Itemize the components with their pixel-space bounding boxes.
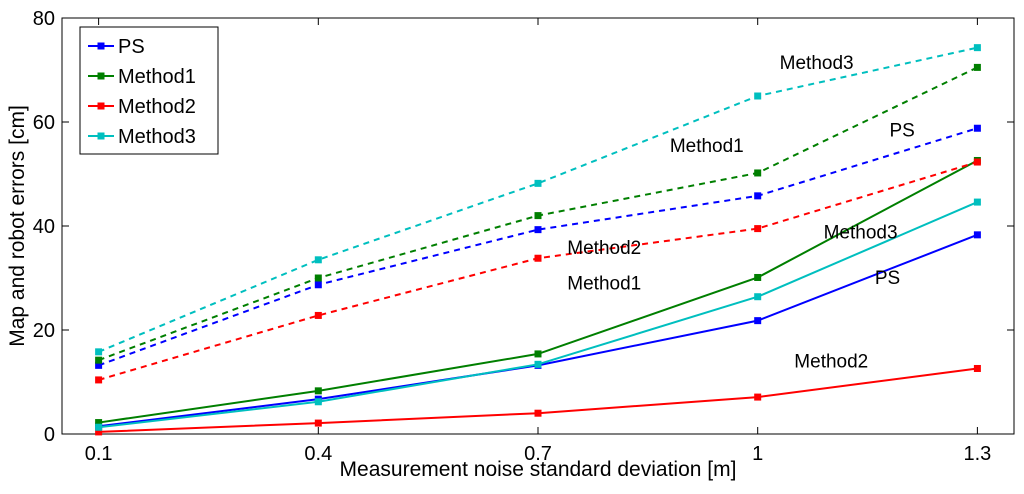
data-point — [973, 231, 981, 239]
x-tick-label: 0.1 — [85, 443, 113, 465]
legend-label: PS — [118, 36, 145, 58]
data-point — [754, 169, 762, 177]
data-point — [314, 387, 322, 395]
annotation-label: PS — [890, 121, 915, 142]
y-axis-label: Map and robot errors [cm] — [6, 105, 29, 347]
data-point — [754, 192, 762, 200]
data-point — [314, 256, 322, 264]
data-point — [973, 158, 981, 166]
data-point — [95, 348, 103, 356]
legend-item: Method2 — [88, 96, 196, 118]
series-ps-dashed — [95, 124, 981, 369]
data-point — [754, 92, 762, 100]
series-method3-solid — [95, 198, 981, 431]
data-point — [534, 254, 542, 262]
data-point — [314, 274, 322, 282]
legend-item: Method1 — [88, 66, 196, 88]
legend-label: Method1 — [118, 66, 196, 88]
annotation-label: Method2 — [567, 238, 641, 259]
legend-label: Method3 — [118, 126, 196, 148]
data-point — [95, 428, 103, 436]
annotation-label: Method1 — [567, 273, 641, 294]
data-point — [95, 361, 103, 369]
data-point — [95, 356, 103, 364]
data-point — [534, 212, 542, 220]
annotation-label: PS — [875, 268, 900, 289]
data-point — [314, 281, 322, 289]
legend-marker — [97, 132, 105, 140]
legend-marker — [97, 102, 105, 110]
y-tick-label: 40 — [33, 216, 55, 238]
data-point — [314, 398, 322, 406]
annotation-label: Method3 — [780, 53, 854, 74]
data-point — [95, 376, 103, 384]
legend-marker — [97, 42, 105, 50]
annotation-label: Method3 — [824, 222, 898, 243]
series-method3-dashed — [95, 44, 981, 356]
data-point — [95, 423, 103, 431]
series-line-method3-dashed — [98, 46, 978, 353]
legend-item: Method3 — [88, 126, 196, 148]
data-point — [973, 44, 981, 52]
series-line-ps-dashed — [98, 127, 978, 367]
annotation-label: Method1 — [670, 136, 744, 157]
x-tick-label: 1 — [752, 443, 763, 465]
data-point — [314, 311, 322, 319]
data-point — [95, 419, 103, 427]
y-tick-label: 20 — [33, 320, 55, 342]
x-tick-label: 0.7 — [524, 443, 552, 465]
series-method1-dashed — [95, 63, 981, 364]
y-tick-label: 60 — [33, 112, 55, 134]
data-point — [314, 419, 322, 427]
series-method2-solid — [95, 364, 981, 436]
data-point — [973, 63, 981, 71]
data-point — [973, 198, 981, 206]
data-point — [534, 226, 542, 234]
y-tick-label: 0 — [44, 424, 55, 446]
data-point — [754, 225, 762, 233]
x-tick-label: 1.3 — [963, 443, 991, 465]
x-tick-label: 0.4 — [304, 443, 332, 465]
data-point — [754, 273, 762, 281]
legend-marker — [97, 72, 105, 80]
annotation-label: Method2 — [794, 351, 868, 372]
data-point — [754, 393, 762, 401]
data-point — [534, 350, 542, 358]
data-point — [973, 364, 981, 372]
data-point — [534, 409, 542, 417]
data-point — [754, 293, 762, 301]
legend-item: PS — [88, 36, 145, 58]
data-point — [534, 179, 542, 187]
data-point — [754, 317, 762, 325]
x-axis-label: Measurement noise standard deviation [m] — [340, 458, 737, 481]
data-point — [973, 124, 981, 132]
series-method2-dashed — [95, 158, 981, 384]
y-tick-label: 80 — [33, 8, 55, 30]
data-point — [534, 360, 542, 368]
legend-label: Method2 — [118, 96, 196, 118]
